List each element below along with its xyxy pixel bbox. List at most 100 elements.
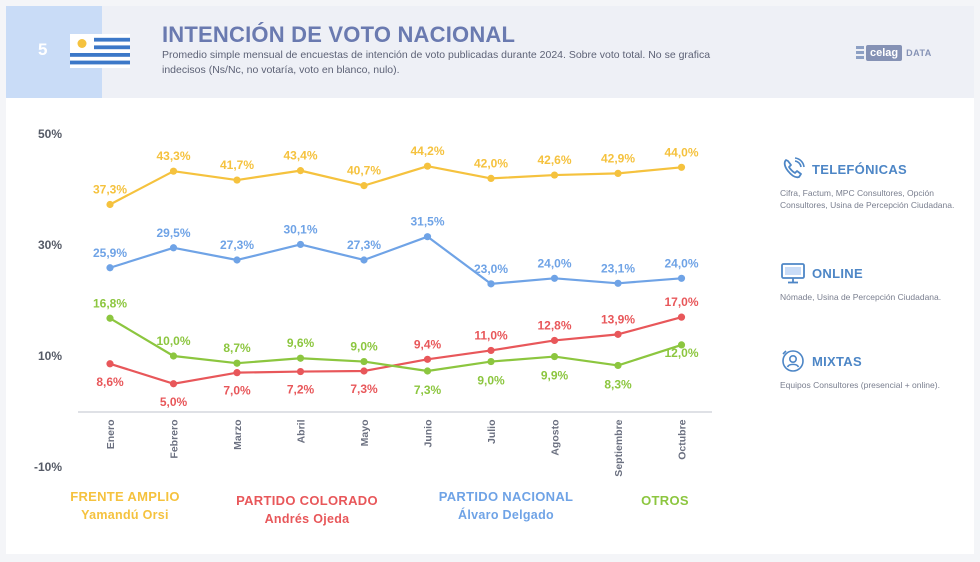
data-point	[106, 314, 114, 322]
legend-candidate: Andrés Ojeda	[264, 512, 350, 526]
monitor-icon	[781, 263, 805, 284]
data-point	[487, 346, 495, 355]
data-label: 9,0%	[477, 374, 505, 388]
data-point	[423, 367, 432, 375]
data-point	[550, 171, 559, 179]
data-point	[169, 244, 178, 252]
data-label: 25,9%	[93, 246, 127, 260]
legend-candidate: Álvaro Delgado	[458, 508, 554, 522]
data-point	[106, 264, 114, 272]
data-point	[550, 352, 559, 361]
x-tick-label: Junio	[423, 420, 435, 448]
data-point	[614, 361, 622, 370]
source-mixtas: MIXTAS Equipos Consultores (presencial +…	[780, 348, 960, 391]
logo-main-text: celag	[866, 45, 903, 61]
data-point	[296, 367, 305, 376]
page-subtitle: Promedio simple mensual de encuestas de …	[162, 49, 711, 76]
x-tick-label: Febrero	[169, 420, 181, 459]
x-tick-label: Abril	[296, 419, 308, 443]
data-point	[614, 279, 622, 287]
celag-logo: celag DATA	[856, 44, 932, 62]
data-label: 40,7%	[347, 164, 381, 178]
x-tick-label: Julio	[486, 420, 498, 445]
data-label: 43,3%	[156, 149, 190, 163]
data-point	[106, 200, 114, 209]
legend-series-name: OTROS	[641, 493, 689, 508]
data-label: 13,9%	[601, 312, 635, 326]
data-label: 7,0%	[223, 384, 251, 398]
data-label: 8,3%	[604, 377, 632, 391]
data-label: 7,2%	[287, 383, 315, 397]
data-point	[233, 359, 241, 367]
series-line	[109, 316, 682, 385]
source-description: Cifra, Factum, MPC Consultores, Opción C…	[780, 188, 955, 210]
data-point	[550, 336, 559, 345]
legend-series-name: FRENTE AMPLIO	[70, 489, 180, 504]
data-point	[169, 352, 178, 360]
legend-series-name: PARTIDO NACIONAL	[438, 489, 574, 504]
legend-partido-colorado: PARTIDO COLORADO Andrés Ojeda	[222, 492, 392, 528]
data-point	[677, 274, 686, 282]
data-label: 7,3%	[350, 382, 378, 396]
x-tick-label: Mayo	[359, 420, 371, 447]
source-title: MIXTAS	[812, 353, 862, 369]
data-point	[169, 380, 178, 388]
data-point	[677, 341, 686, 349]
data-label: 9,0%	[350, 340, 378, 354]
data-label: 43,4%	[283, 149, 317, 163]
data-label: 8,6%	[96, 375, 124, 389]
source-online: ONLINE Nómade, Usina de Percepción Ciuda…	[780, 260, 960, 303]
data-point	[360, 357, 368, 366]
series-line	[109, 165, 682, 206]
data-label: 44,2%	[410, 144, 444, 158]
page-title: INTENCIÓN DE VOTO NACIONAL	[162, 22, 516, 47]
data-label: 8,7%	[223, 341, 251, 355]
data-label: 31,5%	[410, 215, 444, 229]
data-label: 10,0%	[156, 334, 190, 348]
data-label: 23,0%	[474, 262, 508, 276]
data-label: 12,0%	[664, 346, 698, 360]
x-tick-label: Agosto	[550, 420, 562, 456]
data-point	[169, 167, 178, 175]
y-tick-label: 50%	[38, 127, 62, 141]
data-point	[677, 163, 686, 171]
data-point	[360, 256, 368, 264]
source-title: TELEFÓNICAS	[812, 161, 908, 177]
data-label: 42,9%	[601, 151, 635, 165]
data-label: 11,0%	[474, 328, 508, 342]
data-label: 42,0%	[474, 156, 508, 170]
logo-sub-text: DATA	[906, 48, 932, 58]
data-point	[487, 357, 495, 366]
x-tick-label: Octubre	[677, 419, 689, 459]
source-description: Nómade, Usina de Percepción Ciudadana.	[780, 292, 942, 302]
series-line	[109, 317, 682, 373]
legend-series-name: PARTIDO COLORADO	[236, 493, 378, 508]
data-point	[106, 360, 114, 368]
data-point	[233, 369, 241, 377]
data-label: 44,0%	[664, 145, 698, 159]
data-point	[423, 162, 432, 170]
data-label: 42,6%	[537, 153, 571, 167]
data-label: 41,7%	[220, 158, 254, 172]
data-point	[550, 274, 559, 282]
data-label: 27,3%	[220, 238, 254, 252]
data-label: 5,0%	[160, 395, 188, 409]
data-label: 9,9%	[541, 369, 569, 383]
data-label: 16,8%	[93, 296, 127, 310]
data-point	[614, 169, 622, 178]
data-point	[360, 182, 368, 190]
data-point	[614, 330, 622, 338]
legend-frente-amplio: FRENTE AMPLIO Yamandú Orsi	[50, 488, 200, 524]
data-label: 29,5%	[156, 226, 190, 240]
uruguay-flag-icon	[70, 34, 130, 68]
header-bar	[6, 6, 974, 98]
data-label: 17,0%	[664, 295, 698, 309]
data-point	[233, 176, 241, 184]
data-label: 30,1%	[283, 222, 317, 236]
data-point	[233, 256, 241, 264]
data-point	[296, 240, 305, 249]
x-tick-label: Septiembre	[613, 419, 625, 476]
page-number: 5	[38, 40, 48, 59]
data-label: 12,8%	[537, 318, 571, 332]
